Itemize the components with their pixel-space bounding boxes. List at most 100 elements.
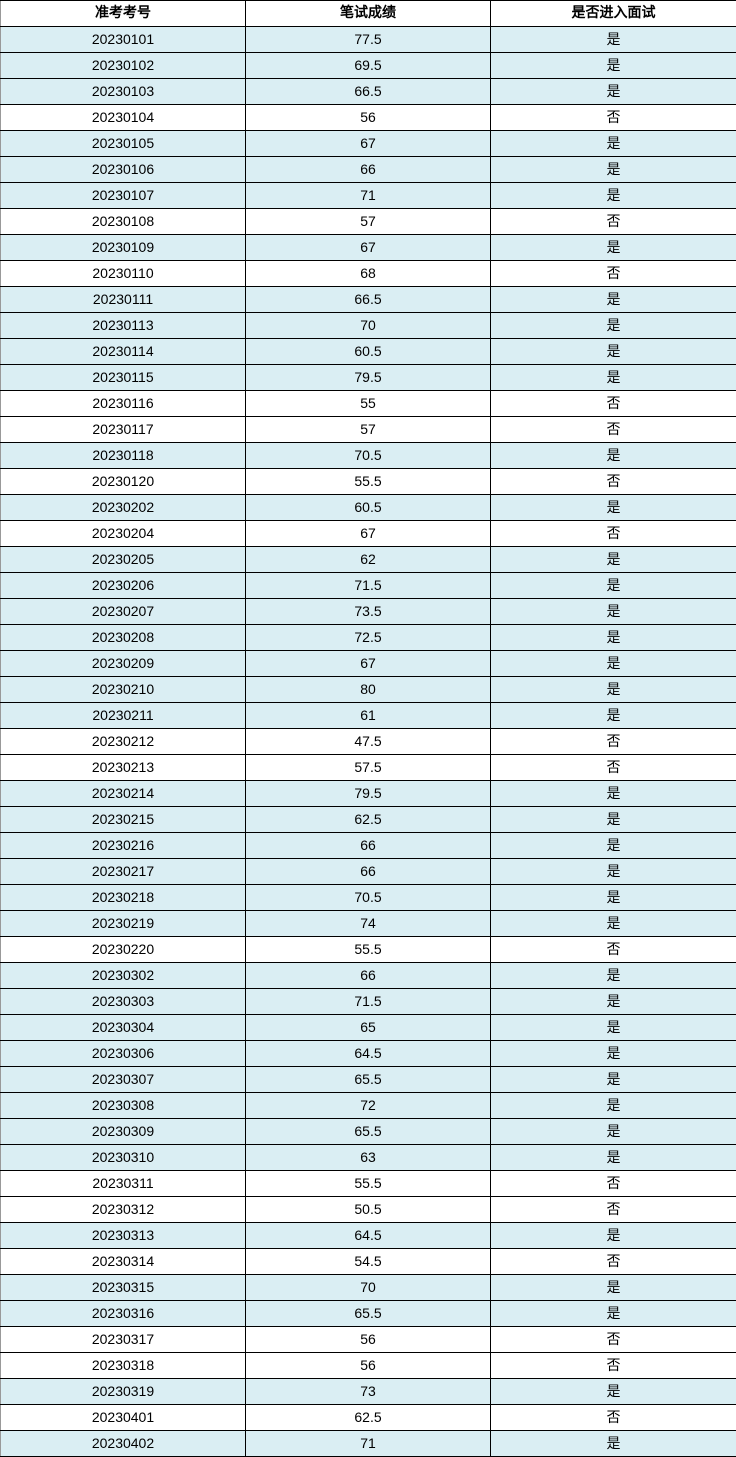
score-cell: 72 [245, 1092, 491, 1119]
table-row: 20230107 71 是 [0, 182, 736, 209]
table-row: 20230213 57.5 否 [0, 754, 736, 781]
interview-cell: 是 [490, 832, 736, 859]
interview-cell: 否 [490, 1326, 736, 1353]
score-cell: 68 [245, 260, 491, 287]
exam-id-cell: 20230303 [0, 988, 246, 1015]
exam-id-cell: 20230213 [0, 754, 246, 781]
exam-id-cell: 20230106 [0, 156, 246, 183]
table-row: 20230217 66 是 [0, 858, 736, 885]
exam-id-cell: 20230108 [0, 208, 246, 235]
table-row: 20230401 62.5 否 [0, 1404, 736, 1431]
table-row: 20230215 62.5 是 [0, 806, 736, 833]
score-cell: 66 [245, 962, 491, 989]
exam-id-cell: 20230319 [0, 1378, 246, 1405]
table-row: 20230117 57 否 [0, 416, 736, 443]
exam-id-cell: 20230110 [0, 260, 246, 287]
score-cell: 65.5 [245, 1300, 491, 1327]
score-cell: 55 [245, 390, 491, 417]
score-cell: 55.5 [245, 1170, 491, 1197]
table-row: 20230212 47.5 否 [0, 728, 736, 755]
score-cell: 70.5 [245, 442, 491, 469]
score-cell: 67 [245, 130, 491, 157]
table-row: 20230307 65.5 是 [0, 1066, 736, 1093]
interview-cell: 否 [490, 754, 736, 781]
score-cell: 74 [245, 910, 491, 937]
exam-id-cell: 20230105 [0, 130, 246, 157]
table-row: 20230303 71.5 是 [0, 988, 736, 1015]
interview-cell: 否 [490, 1170, 736, 1197]
interview-cell: 否 [490, 1248, 736, 1275]
exam-id-cell: 20230118 [0, 442, 246, 469]
exam-id-cell: 20230307 [0, 1066, 246, 1093]
table-body: 20230101 77.5 是 20230102 69.5 是 20230103 66.5 是 2… [0, 26, 736, 1457]
interview-cell: 否 [490, 208, 736, 235]
score-cell: 62.5 [245, 806, 491, 833]
interview-cell: 否 [490, 260, 736, 287]
interview-cell: 是 [490, 1092, 736, 1119]
exam-id-cell: 20230315 [0, 1274, 246, 1301]
table-row: 20230116 55 否 [0, 390, 736, 417]
table-row: 20230206 71.5 是 [0, 572, 736, 599]
score-cell: 55.5 [245, 468, 491, 495]
interview-cell: 是 [490, 910, 736, 937]
exam-id-cell: 20230219 [0, 910, 246, 937]
interview-cell: 是 [490, 884, 736, 911]
score-cell: 62.5 [245, 1404, 491, 1431]
exam-id-cell: 20230216 [0, 832, 246, 859]
interview-cell: 是 [490, 52, 736, 79]
score-cell: 47.5 [245, 728, 491, 755]
interview-cell: 是 [490, 780, 736, 807]
score-cell: 60.5 [245, 494, 491, 521]
interview-cell: 否 [490, 728, 736, 755]
score-cell: 66 [245, 156, 491, 183]
score-cell: 79.5 [245, 780, 491, 807]
exam-id-cell: 20230217 [0, 858, 246, 885]
exam-id-cell: 20230116 [0, 390, 246, 417]
table-row: 20230102 69.5 是 [0, 52, 736, 79]
score-cell: 73.5 [245, 598, 491, 625]
table-row: 20230103 66.5 是 [0, 78, 736, 105]
exam-id-cell: 20230316 [0, 1300, 246, 1327]
table-row: 20230111 66.5 是 [0, 286, 736, 313]
score-cell: 66 [245, 832, 491, 859]
table-row: 20230208 72.5 是 [0, 624, 736, 651]
header-row: 准考考号 笔试成绩 是否进入面试 [0, 0, 736, 27]
score-cell: 71.5 [245, 572, 491, 599]
exam-id-cell: 20230218 [0, 884, 246, 911]
score-cell: 56 [245, 1326, 491, 1353]
exam-id-cell: 20230311 [0, 1170, 246, 1197]
interview-cell: 是 [490, 572, 736, 599]
table-row: 20230205 62 是 [0, 546, 736, 573]
exam-id-cell: 20230312 [0, 1196, 246, 1223]
interview-cell: 是 [490, 1300, 736, 1327]
header-written-score: 笔试成绩 [245, 0, 491, 27]
exam-id-cell: 20230103 [0, 78, 246, 105]
header-exam-id: 准考考号 [0, 0, 246, 27]
score-cell: 61 [245, 702, 491, 729]
exam-id-cell: 20230212 [0, 728, 246, 755]
interview-cell: 是 [490, 962, 736, 989]
interview-cell: 是 [490, 1430, 736, 1457]
exam-id-cell: 20230205 [0, 546, 246, 573]
exam-id-cell: 20230104 [0, 104, 246, 131]
interview-cell: 否 [490, 1352, 736, 1379]
interview-cell: 是 [490, 364, 736, 391]
interview-cell: 否 [490, 520, 736, 547]
score-cell: 67 [245, 520, 491, 547]
score-cell: 55.5 [245, 936, 491, 963]
score-cell: 67 [245, 234, 491, 261]
score-cell: 64.5 [245, 1222, 491, 1249]
score-cell: 71 [245, 1430, 491, 1457]
exam-id-cell: 20230209 [0, 650, 246, 677]
score-cell: 73 [245, 1378, 491, 1405]
score-cell: 70 [245, 1274, 491, 1301]
interview-cell: 是 [490, 494, 736, 521]
table-row: 20230105 67 是 [0, 130, 736, 157]
table-row: 20230207 73.5 是 [0, 598, 736, 625]
table-row: 20230101 77.5 是 [0, 26, 736, 53]
table-row: 20230110 68 否 [0, 260, 736, 287]
exam-id-cell: 20230111 [0, 286, 246, 313]
interview-cell: 是 [490, 676, 736, 703]
exam-id-cell: 20230107 [0, 182, 246, 209]
table-row: 20230308 72 是 [0, 1092, 736, 1119]
